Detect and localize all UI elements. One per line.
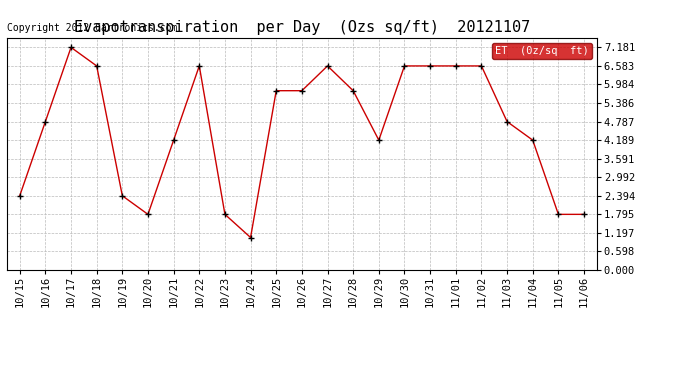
Text: Copyright 2012 Cartronics.com: Copyright 2012 Cartronics.com bbox=[7, 23, 177, 33]
Legend: ET  (0z/sq  ft): ET (0z/sq ft) bbox=[492, 43, 591, 59]
Title: Evapotranspiration  per Day  (Ozs sq/ft)  20121107: Evapotranspiration per Day (Ozs sq/ft) 2… bbox=[74, 20, 530, 35]
